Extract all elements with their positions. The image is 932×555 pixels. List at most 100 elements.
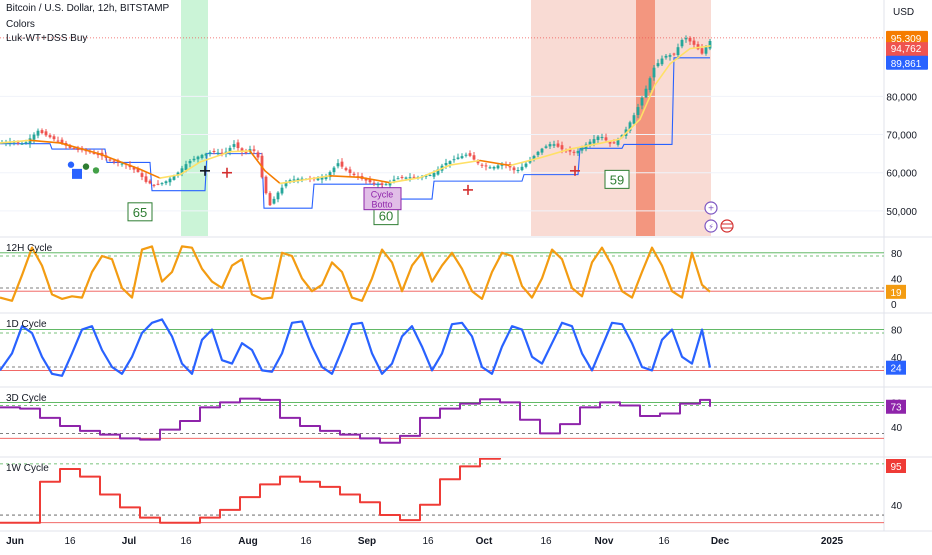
time-tick-label-6: Sep — [358, 536, 376, 547]
candle-body — [212, 150, 216, 153]
ema-segment — [479, 159, 511, 167]
time-tick-label-8: Oct — [476, 536, 493, 547]
pane-last-tag-text: 19 — [890, 288, 902, 299]
ema-segment — [99, 153, 141, 171]
ema-segment — [599, 138, 621, 145]
price-tick-label-0: 50,000 — [886, 207, 917, 218]
candle-body — [204, 153, 208, 156]
candle-body — [600, 136, 604, 138]
chart-title[interactable]: Bitcoin / U.S. Dollar, 12h, BITSTAMP — [6, 3, 170, 14]
pane-last-tag-bg — [886, 360, 906, 375]
candle-body — [512, 167, 516, 171]
ema-segment — [419, 164, 451, 179]
candle-body — [520, 166, 524, 171]
cycle-count-text: 65 — [133, 205, 147, 220]
ema-segment — [159, 173, 181, 179]
candle-body — [656, 63, 660, 67]
event-flag-icon — [720, 219, 734, 233]
pane-2-last-tag: 24 — [886, 360, 906, 375]
oscillator-pane-4 — [0, 458, 884, 524]
candle-body — [36, 130, 40, 136]
candle-body — [252, 149, 256, 151]
indicator-luk-label[interactable]: Luk-WT+DSS Buy — [6, 33, 88, 44]
signal-dot-2 — [92, 167, 100, 174]
candle-body — [436, 169, 440, 175]
candle-body — [264, 176, 268, 194]
candle-body — [132, 167, 136, 170]
candle-body — [384, 184, 388, 186]
ema-segment — [59, 142, 101, 155]
candle-body — [332, 167, 336, 173]
candle-body — [32, 134, 36, 140]
candle-body — [380, 183, 384, 185]
candle-body — [208, 152, 212, 154]
candle-body — [408, 177, 412, 179]
time-tick-label-13: 2025 — [821, 536, 844, 547]
ema-segment — [509, 157, 541, 167]
candle-body — [596, 136, 600, 140]
oscillator-pane-3 — [0, 397, 884, 444]
candle-body — [376, 184, 380, 186]
ema-segment — [654, 63, 671, 86]
currency-label: USD — [893, 7, 914, 18]
ema-segment — [299, 174, 331, 182]
candle-body — [200, 154, 204, 159]
ema-segment — [199, 150, 231, 163]
candle-body — [480, 164, 484, 166]
candle-body — [516, 169, 520, 172]
candle-body — [52, 136, 56, 140]
price-tick-label-1: 60,000 — [886, 169, 917, 180]
candle-body — [44, 131, 48, 136]
candle-body — [636, 107, 640, 115]
ema-segment — [639, 84, 656, 121]
candle-body — [700, 48, 704, 54]
price-tag-support: 89,861 — [886, 55, 928, 70]
ema-segment — [539, 148, 571, 159]
pane-title-3: 3D Cycle — [6, 393, 47, 404]
candle-body — [196, 156, 200, 160]
pane-4-tick-0: 40 — [891, 501, 903, 512]
time-tick-label-0: Jun — [6, 536, 24, 547]
candle-body — [676, 47, 680, 56]
candle-body — [144, 176, 148, 182]
event-icons: +⚡ — [704, 201, 734, 233]
plus-marker-3 — [570, 165, 580, 176]
candle-body — [296, 178, 300, 181]
pane-last-tag-bg — [886, 459, 906, 473]
cycle-count-0: 65 — [127, 202, 153, 222]
candle-body — [396, 178, 400, 180]
indicator-colors-label[interactable]: Colors — [6, 19, 35, 30]
zone-pink-1 — [531, 0, 711, 236]
candle-body — [336, 163, 340, 167]
candle-body — [344, 168, 348, 171]
pane-last-tag-text: 95 — [890, 462, 902, 473]
candle-body — [612, 142, 616, 144]
candle-body — [56, 140, 60, 142]
candle-body — [572, 151, 576, 153]
candle-body — [24, 142, 28, 144]
ema-segment — [249, 150, 266, 172]
pane-2-tick-1: 80 — [891, 326, 903, 337]
cycle-count-text: 60 — [379, 209, 393, 224]
candle-body — [532, 155, 536, 160]
candle-body — [76, 148, 80, 150]
cycle-bottom-box — [363, 187, 402, 211]
plus-marker-0 — [200, 165, 210, 176]
candle-body — [176, 172, 180, 176]
candle-body — [560, 145, 564, 150]
candle-body — [468, 153, 472, 156]
candle-body — [404, 177, 408, 179]
candle-body — [452, 159, 456, 161]
pane-4-last-tag: 95 — [886, 459, 906, 473]
candle-body — [652, 67, 656, 78]
candle-body — [640, 97, 644, 106]
candle-body — [40, 130, 44, 134]
candle-body — [20, 143, 24, 145]
candle-body — [72, 148, 76, 150]
time-tick-label-4: Aug — [238, 536, 257, 547]
pane-1-tick-0: 0 — [891, 300, 897, 311]
pane-title-2: 1D Cycle — [6, 319, 47, 330]
